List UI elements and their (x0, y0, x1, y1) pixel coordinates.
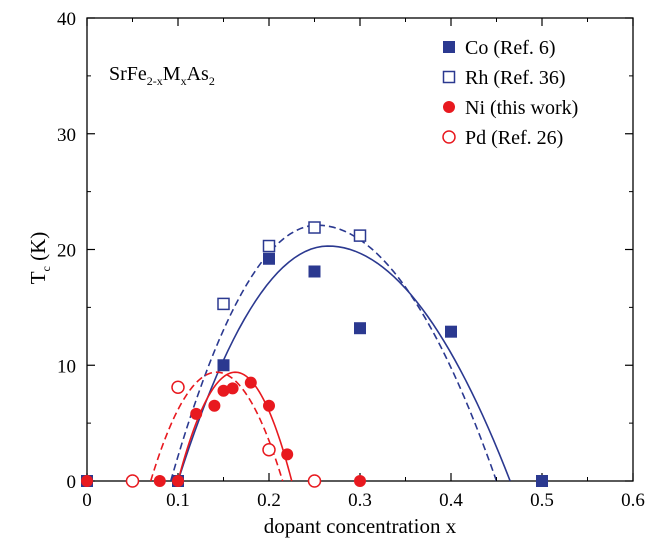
data-point-series-2 (281, 448, 294, 461)
data-point-series-3 (262, 442, 276, 457)
x-tick-label: 0.6 (621, 490, 645, 511)
formula-text: SrFe (109, 63, 147, 85)
legend: Co (Ref. 6) Rh (Ref. 36) Ni (this work) Pd … (442, 37, 578, 149)
data-point-series-3 (171, 380, 185, 394)
data-point-series-0 (217, 359, 230, 372)
data-point-series-0 (536, 475, 548, 487)
fit-curve-series-1 (169, 224, 498, 482)
data-point-series-2 (153, 475, 166, 487)
data-point-series-2 (226, 382, 239, 395)
data-point-series-0 (445, 325, 457, 338)
y-tick-label: 30 (57, 125, 76, 146)
fit-curve-series-3 (149, 371, 284, 482)
data-point-series-0 (354, 322, 366, 335)
data-point-series-1 (308, 221, 321, 234)
x-tick-label: 0.1 (166, 490, 190, 511)
x-tick-label: 0.4 (439, 490, 463, 511)
y-tick-label: 40 (57, 9, 76, 30)
y-axis-label: Tc (K) (26, 232, 53, 285)
x-tick-label: 0.2 (257, 490, 281, 511)
fit-curve-series-0 (177, 245, 511, 482)
data-point-series-2 (354, 475, 366, 487)
formula-subscript: x (181, 74, 187, 88)
data-point-series-2 (217, 384, 230, 397)
x-tick-label: 0 (82, 490, 92, 511)
data-point-series-3 (125, 474, 140, 488)
y-tick-label: 10 (57, 356, 76, 377)
x-tick-label: 0.5 (530, 490, 554, 511)
legend-marker-series-3 (442, 130, 456, 144)
data-point-series-1 (353, 229, 367, 242)
data-point-series-2 (244, 376, 257, 389)
axis-ticks: 0 0.1 0.2 0.3 0.4 0.5 0.6 0 10 20 30 40 (57, 9, 645, 511)
formula-subscript: 2 (209, 74, 215, 88)
legend-label-series-0: Co (Ref. 6) (465, 37, 556, 59)
legend-label-series-2: Ni (this work) (465, 97, 578, 119)
fit-curve-series-2 (177, 371, 293, 482)
formula-text: M (163, 63, 181, 85)
data-point-series-2 (81, 475, 93, 487)
fit-curves (149, 224, 511, 482)
x-tick-label: 0.3 (348, 490, 372, 511)
legend-label-series-1: Rh (Ref. 36) (465, 67, 566, 89)
formula-text: As (187, 63, 209, 85)
legend-marker-series-1 (442, 70, 456, 84)
data-point-series-1 (262, 239, 276, 253)
data-point-series-2 (208, 399, 221, 412)
data-points (81, 221, 548, 488)
data-point-series-1 (217, 297, 230, 311)
y-axis-label-subscript: c (39, 266, 53, 271)
data-point-series-0 (308, 265, 321, 278)
legend-marker-series-0 (443, 41, 455, 53)
data-point-series-2 (190, 407, 203, 420)
data-point-series-2 (172, 475, 184, 487)
formula-annotation: SrFe2-xMxAs2 (109, 63, 215, 88)
y-tick-label: 20 (57, 241, 76, 262)
legend-marker-series-2 (443, 101, 455, 113)
y-axis-label-main: T (26, 271, 50, 284)
data-point-series-2 (263, 399, 275, 412)
legend-label-series-3: Pd (Ref. 26) (465, 127, 563, 149)
formula-subscript: 2-x (147, 74, 163, 88)
data-point-series-0 (263, 252, 275, 265)
data-point-series-3 (307, 474, 322, 488)
x-axis-label: dopant concentration x (264, 514, 457, 538)
y-tick-label: 0 (67, 472, 77, 493)
y-axis-label-unit: (K) (26, 232, 50, 266)
